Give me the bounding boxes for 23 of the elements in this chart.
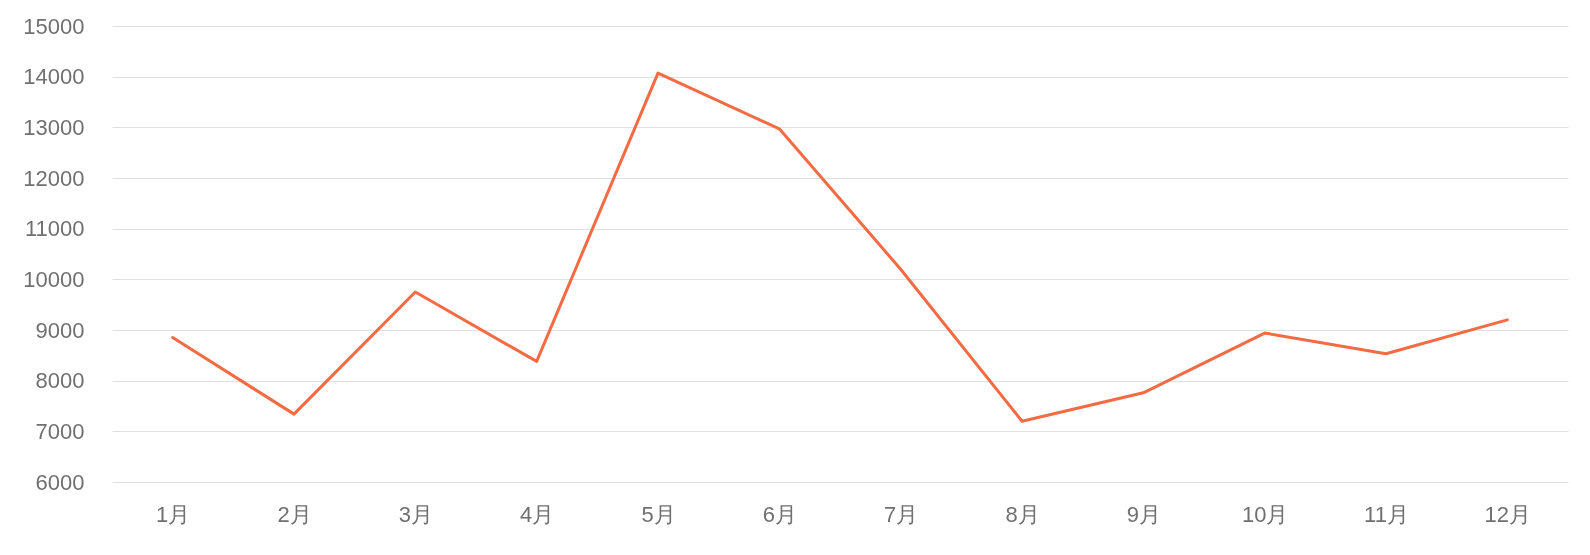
x-tick-label: 10月 xyxy=(1241,501,1289,527)
x-tick-label: 7月 xyxy=(884,501,919,527)
x-tick-label: 6月 xyxy=(762,501,797,527)
y-tick-label: 8000 xyxy=(35,368,85,394)
x-tick-label: 1月 xyxy=(156,501,191,527)
y-tick-label: 13000 xyxy=(23,114,85,140)
x-tick-label: 11月 xyxy=(1364,501,1409,527)
y-tick-label: 11000 xyxy=(24,216,85,242)
x-tick-label: 8月 xyxy=(1005,501,1040,527)
y-tick-label: 6000 xyxy=(35,469,85,495)
y-tick-label: 10000 xyxy=(23,266,85,292)
x-tick-label: 4月 xyxy=(520,501,555,527)
y-tick-label: 14000 xyxy=(23,64,85,90)
line-series xyxy=(171,71,1509,423)
y-tick-label: 15000 xyxy=(23,13,85,39)
x-tick-label: 2月 xyxy=(277,501,312,527)
y-tick-label: 9000 xyxy=(35,317,85,343)
x-tick-label: 9月 xyxy=(1126,501,1161,527)
x-tick-label: 12月 xyxy=(1484,501,1532,527)
x-tick-label: 3月 xyxy=(398,501,433,527)
x-tick-label: 5月 xyxy=(641,501,676,527)
y-tick-label: 7000 xyxy=(35,418,85,444)
y-tick-label: 12000 xyxy=(23,165,85,191)
